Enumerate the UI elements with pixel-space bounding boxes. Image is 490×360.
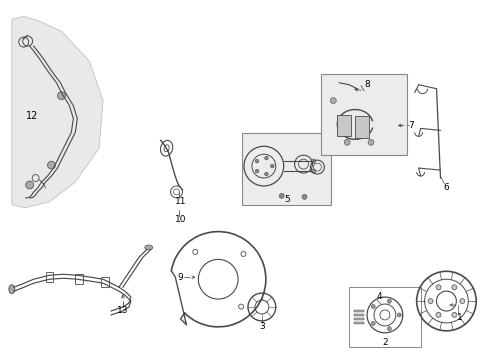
Bar bbox=[75, 274, 83, 284]
Circle shape bbox=[311, 159, 316, 163]
Circle shape bbox=[388, 299, 392, 303]
Circle shape bbox=[270, 164, 274, 168]
Circle shape bbox=[25, 181, 34, 189]
Bar bbox=[354, 314, 364, 316]
Polygon shape bbox=[12, 16, 103, 208]
Circle shape bbox=[436, 285, 441, 290]
Ellipse shape bbox=[145, 245, 153, 250]
Circle shape bbox=[265, 156, 268, 160]
Circle shape bbox=[397, 313, 401, 317]
Bar bbox=[321, 74, 407, 155]
Text: 2: 2 bbox=[382, 338, 388, 347]
Text: 1: 1 bbox=[458, 314, 463, 323]
Bar bbox=[242, 133, 331, 205]
Circle shape bbox=[371, 321, 375, 325]
Circle shape bbox=[255, 169, 259, 173]
Circle shape bbox=[460, 298, 465, 303]
Bar bbox=[337, 114, 351, 136]
Bar bbox=[355, 117, 369, 138]
Text: 13: 13 bbox=[117, 306, 129, 315]
Circle shape bbox=[311, 169, 316, 173]
Bar bbox=[354, 318, 364, 320]
Text: 12: 12 bbox=[25, 111, 38, 121]
Bar bbox=[46, 272, 53, 282]
Circle shape bbox=[302, 194, 307, 199]
Ellipse shape bbox=[9, 285, 15, 294]
Text: 3: 3 bbox=[259, 322, 265, 331]
Bar bbox=[354, 322, 364, 324]
Text: 5: 5 bbox=[284, 195, 290, 204]
Text: 7: 7 bbox=[408, 121, 414, 130]
Text: 10: 10 bbox=[175, 215, 186, 224]
Text: 9: 9 bbox=[178, 273, 183, 282]
Bar bbox=[354, 310, 364, 312]
Circle shape bbox=[330, 98, 336, 104]
Circle shape bbox=[48, 161, 55, 169]
Circle shape bbox=[452, 312, 457, 317]
Circle shape bbox=[371, 305, 375, 309]
Circle shape bbox=[388, 327, 392, 330]
Bar bbox=[349, 287, 420, 347]
Circle shape bbox=[436, 312, 441, 317]
Circle shape bbox=[344, 139, 350, 145]
Bar bbox=[101, 277, 109, 287]
Circle shape bbox=[368, 139, 374, 145]
Text: 11: 11 bbox=[175, 197, 186, 206]
Circle shape bbox=[452, 285, 457, 290]
Circle shape bbox=[57, 92, 65, 100]
Text: 6: 6 bbox=[443, 184, 449, 193]
Circle shape bbox=[255, 159, 259, 163]
Circle shape bbox=[265, 172, 268, 176]
Text: 8: 8 bbox=[364, 80, 370, 89]
Circle shape bbox=[428, 298, 433, 303]
Text: 4: 4 bbox=[376, 292, 382, 301]
Circle shape bbox=[279, 193, 284, 198]
